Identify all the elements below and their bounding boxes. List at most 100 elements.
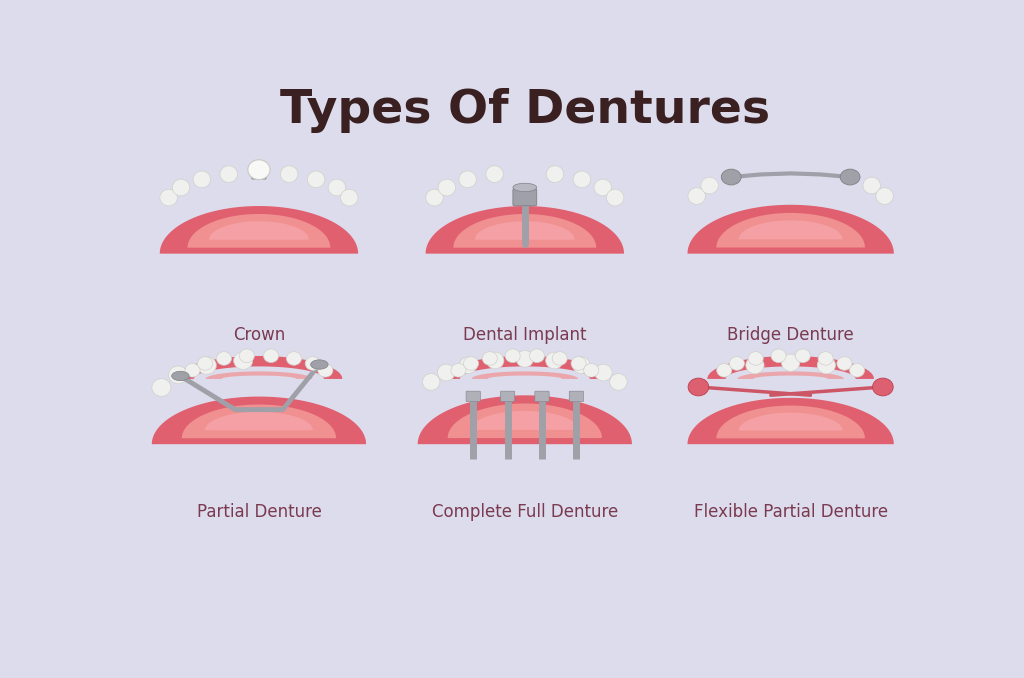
Polygon shape	[209, 221, 309, 240]
Ellipse shape	[572, 357, 590, 374]
Ellipse shape	[749, 352, 763, 365]
Polygon shape	[447, 403, 602, 438]
Ellipse shape	[464, 357, 478, 370]
Ellipse shape	[220, 165, 238, 182]
Ellipse shape	[863, 177, 881, 194]
Ellipse shape	[513, 183, 537, 192]
Ellipse shape	[594, 179, 611, 196]
Ellipse shape	[796, 349, 810, 363]
Ellipse shape	[185, 363, 200, 377]
Ellipse shape	[438, 179, 456, 196]
Ellipse shape	[546, 352, 563, 369]
FancyBboxPatch shape	[501, 391, 515, 401]
Ellipse shape	[842, 169, 859, 185]
Ellipse shape	[840, 170, 860, 185]
Ellipse shape	[688, 188, 706, 204]
Ellipse shape	[872, 378, 893, 396]
Ellipse shape	[152, 378, 171, 397]
Text: Types Of Dentures: Types Of Dentures	[280, 87, 770, 133]
Polygon shape	[441, 356, 608, 379]
Ellipse shape	[837, 357, 852, 370]
Ellipse shape	[307, 171, 325, 188]
Ellipse shape	[595, 364, 612, 381]
Text: Partial Denture: Partial Denture	[197, 503, 322, 521]
Ellipse shape	[460, 357, 477, 374]
Polygon shape	[471, 411, 579, 430]
Ellipse shape	[198, 357, 213, 370]
Ellipse shape	[287, 352, 301, 365]
Ellipse shape	[426, 189, 443, 206]
Ellipse shape	[263, 349, 279, 363]
Ellipse shape	[516, 351, 534, 367]
Ellipse shape	[485, 165, 504, 182]
Ellipse shape	[700, 177, 718, 194]
Ellipse shape	[281, 165, 298, 182]
Polygon shape	[454, 214, 596, 247]
Ellipse shape	[328, 179, 346, 196]
Polygon shape	[717, 213, 865, 247]
Ellipse shape	[729, 357, 744, 370]
FancyBboxPatch shape	[569, 391, 584, 401]
Text: Complete Full Denture: Complete Full Denture	[432, 503, 617, 521]
Text: Flexible Partial Denture: Flexible Partial Denture	[693, 503, 888, 521]
Polygon shape	[738, 220, 843, 239]
Ellipse shape	[552, 352, 567, 365]
Ellipse shape	[459, 171, 476, 188]
Polygon shape	[187, 214, 331, 247]
Polygon shape	[205, 412, 313, 431]
Ellipse shape	[688, 378, 709, 396]
Ellipse shape	[817, 357, 836, 374]
Polygon shape	[426, 206, 624, 254]
Ellipse shape	[546, 165, 564, 182]
Polygon shape	[160, 206, 358, 254]
Polygon shape	[737, 372, 844, 379]
Ellipse shape	[505, 349, 520, 363]
Ellipse shape	[451, 363, 466, 377]
Ellipse shape	[876, 188, 893, 204]
Ellipse shape	[486, 352, 504, 369]
FancyBboxPatch shape	[252, 169, 266, 179]
FancyBboxPatch shape	[513, 189, 537, 205]
Ellipse shape	[198, 357, 216, 374]
Polygon shape	[418, 395, 632, 444]
FancyBboxPatch shape	[466, 391, 480, 401]
Ellipse shape	[571, 357, 586, 370]
Ellipse shape	[573, 171, 591, 188]
Ellipse shape	[233, 352, 253, 370]
Ellipse shape	[771, 349, 786, 363]
Polygon shape	[182, 405, 336, 438]
Polygon shape	[738, 413, 843, 431]
Polygon shape	[206, 372, 312, 379]
Text: Bridge Denture: Bridge Denture	[727, 325, 854, 344]
Ellipse shape	[341, 189, 358, 206]
Ellipse shape	[606, 189, 624, 206]
Ellipse shape	[721, 170, 741, 185]
Polygon shape	[717, 405, 865, 439]
Polygon shape	[152, 397, 367, 444]
Ellipse shape	[240, 349, 254, 363]
Polygon shape	[708, 356, 873, 379]
Ellipse shape	[248, 160, 270, 180]
Text: Dental Implant: Dental Implant	[463, 325, 587, 344]
Ellipse shape	[609, 374, 627, 391]
Polygon shape	[471, 372, 579, 379]
Text: Crown: Crown	[232, 325, 285, 344]
Ellipse shape	[310, 360, 328, 370]
Ellipse shape	[745, 357, 764, 374]
Ellipse shape	[160, 189, 177, 206]
Ellipse shape	[584, 363, 599, 377]
Ellipse shape	[482, 352, 498, 365]
Ellipse shape	[194, 171, 211, 188]
Ellipse shape	[172, 372, 189, 380]
Ellipse shape	[172, 179, 189, 196]
Ellipse shape	[437, 364, 455, 381]
Ellipse shape	[717, 363, 732, 377]
FancyBboxPatch shape	[535, 391, 549, 401]
Ellipse shape	[781, 354, 800, 372]
Ellipse shape	[423, 374, 440, 391]
Ellipse shape	[169, 366, 187, 384]
Ellipse shape	[850, 363, 864, 377]
Polygon shape	[176, 356, 342, 379]
Ellipse shape	[818, 352, 834, 365]
Ellipse shape	[529, 349, 545, 363]
